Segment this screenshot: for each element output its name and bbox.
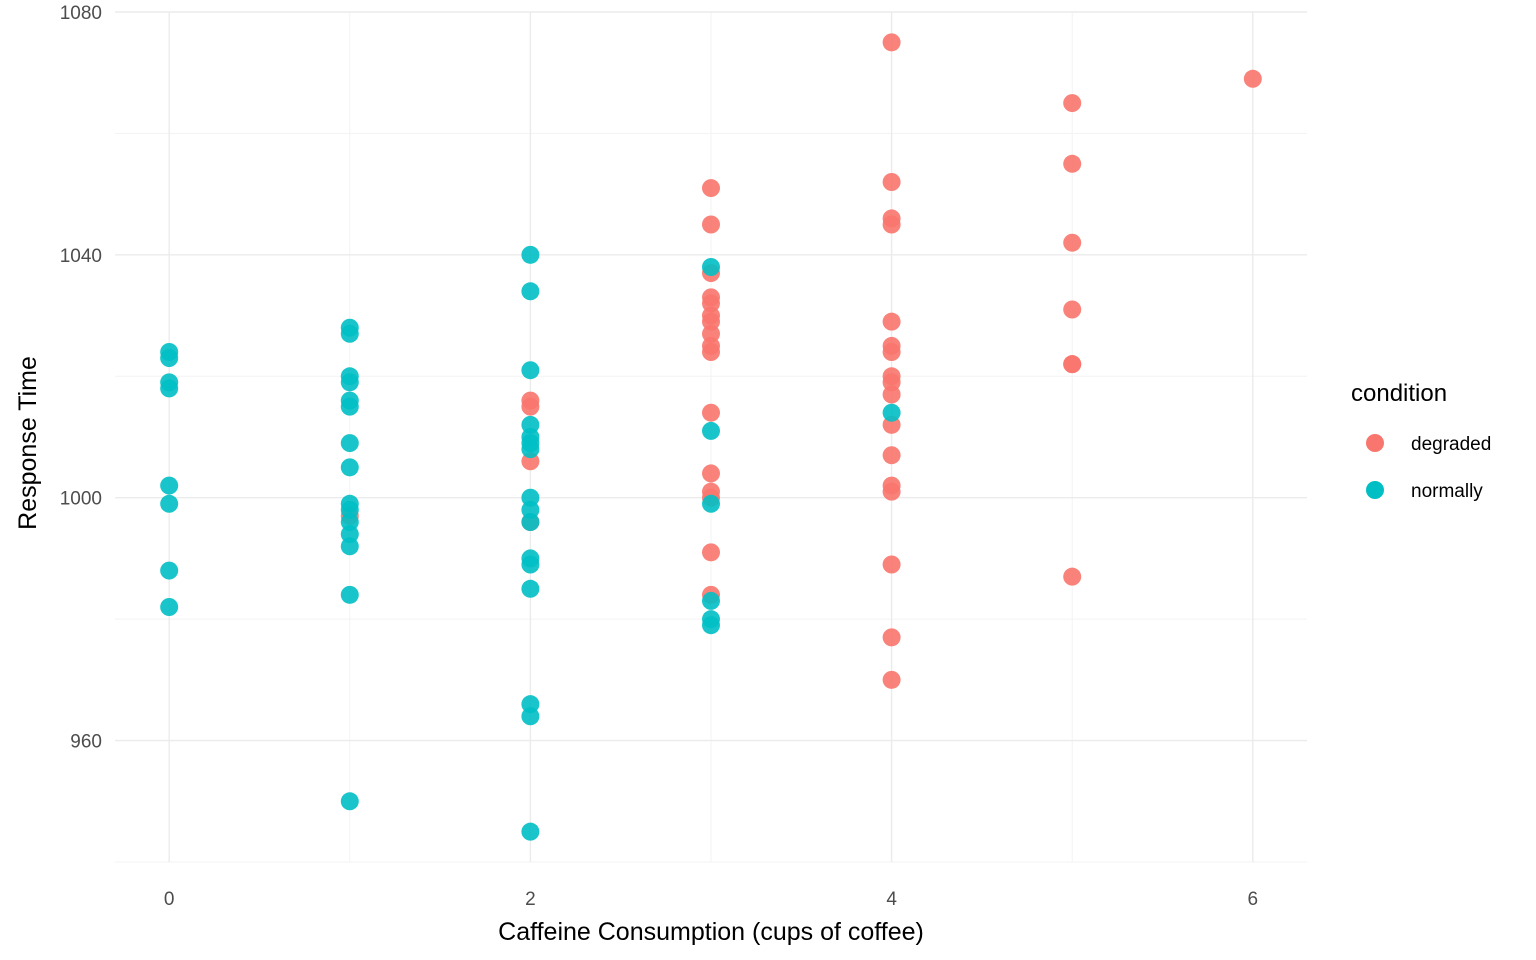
data-point	[340, 792, 359, 811]
data-point	[521, 361, 540, 380]
data-point	[521, 397, 540, 416]
data-point	[702, 421, 720, 440]
data-point	[702, 215, 720, 234]
data-point	[702, 543, 720, 562]
y-axis-label: Response Time	[14, 356, 42, 530]
data-point	[882, 33, 901, 52]
data-point	[702, 494, 720, 513]
legend-key-normally	[1366, 481, 1384, 499]
tick-labels: 0 2 4 6 960 1000 1040 1080	[60, 3, 1258, 910]
data-point	[521, 822, 540, 841]
x-tick-label: 4	[886, 889, 897, 910]
data-point	[702, 403, 720, 422]
data-point	[702, 258, 720, 276]
y-tick-label: 1000	[60, 489, 102, 510]
data-point	[882, 385, 901, 404]
data-point	[1063, 567, 1082, 586]
data-point	[160, 476, 179, 495]
x-tick-label: 0	[164, 889, 175, 910]
data-point	[882, 215, 901, 234]
data-point	[702, 464, 720, 483]
series-normally	[160, 245, 901, 841]
data-point	[160, 598, 179, 616]
data-point	[340, 537, 359, 556]
data-point	[340, 458, 359, 477]
data-point	[521, 440, 540, 459]
data-point	[521, 513, 540, 531]
data-point	[702, 343, 720, 361]
data-point	[160, 379, 179, 398]
legend-key-degraded	[1366, 434, 1384, 452]
data-point	[521, 555, 540, 574]
data-point	[160, 561, 179, 580]
x-tick-label: 6	[1248, 889, 1259, 910]
data-point	[340, 397, 359, 416]
data-point	[1063, 94, 1082, 113]
data-point	[882, 628, 901, 647]
y-tick-label: 1040	[60, 246, 102, 267]
data-point	[521, 579, 540, 598]
legend-title: condition	[1351, 380, 1447, 407]
data-point	[882, 482, 901, 501]
data-point	[702, 591, 720, 610]
data-point	[882, 670, 901, 689]
data-point	[702, 616, 720, 635]
legend-label-normally: normally	[1411, 481, 1483, 502]
data-point	[160, 494, 179, 513]
legend: condition degraded normally	[1351, 380, 1491, 502]
x-axis-label: Caffeine Consumption (cups of coffee)	[498, 918, 924, 946]
y-tick-label: 1080	[60, 3, 102, 24]
data-point	[882, 446, 901, 465]
data-point	[882, 173, 901, 191]
data-point	[521, 282, 540, 301]
data-point	[882, 343, 901, 361]
data-point	[1063, 300, 1082, 319]
data-point	[340, 324, 359, 343]
data-point	[1243, 69, 1262, 88]
data-point	[882, 403, 901, 422]
data-point	[882, 555, 901, 574]
data-point	[1063, 233, 1082, 252]
data-point	[160, 349, 179, 368]
data-point	[1063, 355, 1082, 374]
data-point	[702, 179, 720, 198]
data-point	[340, 373, 359, 392]
y-tick-label: 960	[70, 732, 102, 753]
data-point	[521, 707, 540, 726]
data-point	[340, 585, 359, 604]
data-point	[521, 245, 540, 264]
data-point	[882, 312, 901, 331]
legend-label-degraded: degraded	[1411, 434, 1491, 455]
data-points	[160, 33, 1262, 841]
x-tick-label: 2	[525, 889, 536, 910]
data-point	[1063, 154, 1082, 173]
data-point	[340, 434, 359, 453]
